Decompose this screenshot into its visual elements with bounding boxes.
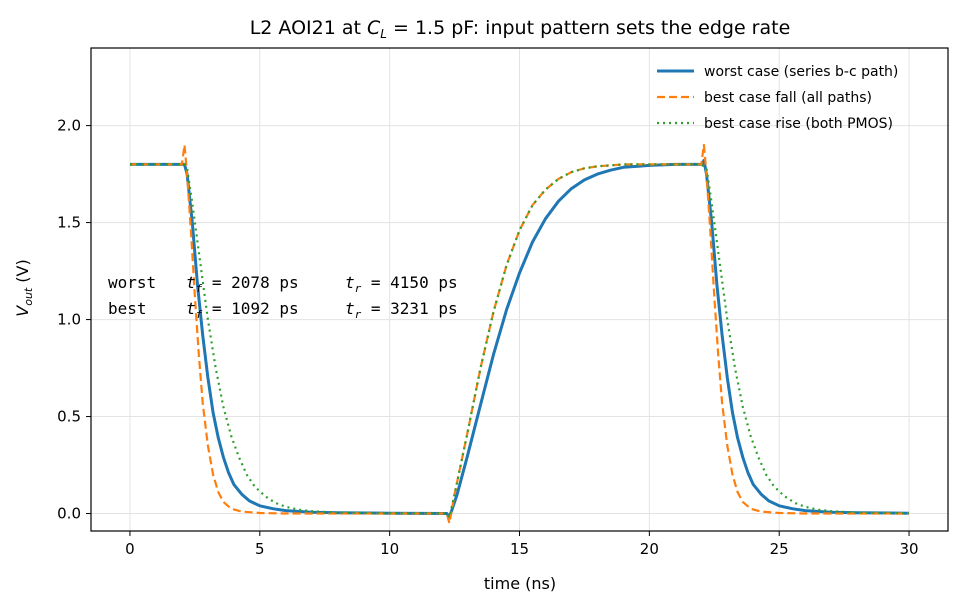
- plot-area: [130, 143, 910, 525]
- chart-title: L2 AOI21 at CL = 1.5 pF: input pattern s…: [250, 17, 791, 41]
- annotation-best: best tf = 1092 ps tr = 3231 ps: [108, 299, 458, 321]
- y-axis-ticks: 0.0 0.5 1.0 1.5 2.0: [57, 117, 91, 523]
- legend-label-worst: worst case (series b-c path): [704, 64, 898, 80]
- x-tick-label: 25: [770, 540, 789, 558]
- y-tick-label: 1.0: [57, 311, 81, 329]
- x-axis-ticks: 0 5 10 15 20 25 30: [125, 531, 919, 558]
- y-tick-label: 1.5: [57, 214, 81, 232]
- legend-label-best-fall: best case fall (all paths): [704, 90, 872, 106]
- y-tick-label: 2.0: [57, 117, 81, 135]
- legend-label-best-rise: best case rise (both PMOS): [704, 116, 893, 132]
- series-worst-case-line: [130, 159, 910, 519]
- x-tick-label: 10: [380, 540, 399, 558]
- x-tick-label: 20: [640, 540, 659, 558]
- x-tick-label: 30: [899, 540, 918, 558]
- annotation-worst: worst tf = 2078 ps tr = 4150 ps: [108, 273, 458, 295]
- grid: [91, 48, 948, 531]
- x-tick-label: 15: [510, 540, 529, 558]
- y-tick-label: 0.5: [57, 408, 81, 426]
- x-axis-label: time (ns): [484, 574, 556, 593]
- x-tick-label: 0: [125, 540, 135, 558]
- series-best-rise-line: [130, 163, 910, 519]
- legend: worst case (series b-c path) best case f…: [657, 64, 898, 132]
- y-tick-label: 0.0: [57, 505, 81, 523]
- x-tick-label: 5: [255, 540, 265, 558]
- y-axis-label: Vout (V): [13, 259, 35, 316]
